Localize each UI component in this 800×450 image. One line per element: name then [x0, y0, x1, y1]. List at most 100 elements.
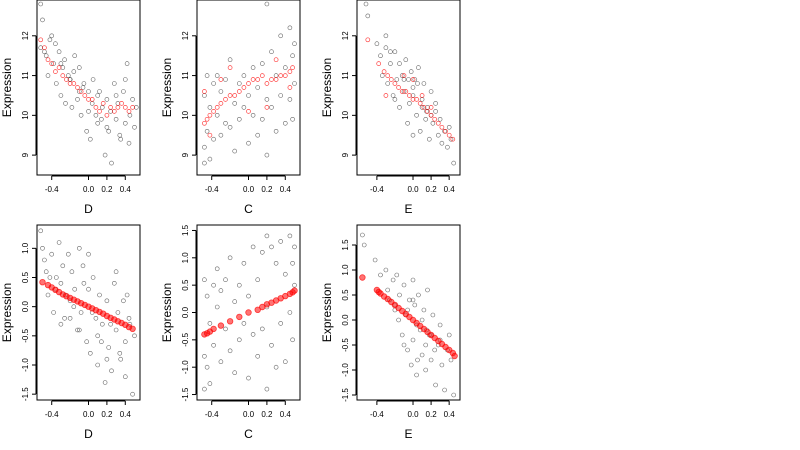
- fitted-point: [64, 77, 69, 82]
- x-tick-label: -0.4: [205, 185, 219, 194]
- observed-point: [410, 277, 416, 283]
- observed-point: [246, 293, 251, 299]
- observed-point: [211, 136, 216, 142]
- fitted-point: [291, 287, 298, 294]
- observed-point: [132, 125, 137, 130]
- observed-point: [419, 317, 425, 323]
- observed-point: [99, 339, 104, 345]
- observed-point: [88, 350, 93, 356]
- y-tick-label: 12: [181, 31, 190, 40]
- observed-point: [72, 53, 77, 59]
- fitted-point: [39, 279, 46, 286]
- fitted-point: [446, 132, 452, 138]
- observed-point: [124, 61, 130, 66]
- fitted-point: [214, 105, 220, 110]
- observed-point: [255, 353, 261, 359]
- observed-point: [405, 347, 410, 353]
- observed-point: [47, 275, 53, 280]
- fitted-point: [443, 128, 448, 134]
- observed-point: [407, 297, 412, 303]
- observed-point: [95, 121, 100, 126]
- fitted-point: [396, 85, 401, 90]
- observed-point: [38, 228, 44, 234]
- observed-point: [77, 246, 82, 251]
- observed-point: [278, 33, 284, 39]
- observed-point: [432, 347, 438, 353]
- fitted-point: [45, 57, 51, 63]
- observed-point: [88, 136, 93, 142]
- observed-point: [118, 356, 123, 362]
- observed-point: [292, 244, 297, 250]
- observed-point: [246, 375, 251, 381]
- observed-point: [237, 282, 242, 288]
- observed-point: [211, 282, 216, 288]
- observed-point: [383, 45, 389, 51]
- observed-point: [419, 352, 425, 358]
- observed-point: [401, 282, 407, 288]
- observed-point: [40, 246, 45, 251]
- fitted-point: [439, 124, 445, 130]
- y-axis-title: Expression: [0, 283, 14, 342]
- observed-point: [69, 269, 75, 275]
- y-tick-label: 0.0: [21, 301, 30, 313]
- observed-point: [390, 277, 396, 283]
- x-tick-label: -0.4: [370, 410, 384, 419]
- observed-point: [69, 105, 75, 110]
- observed-point: [202, 144, 207, 150]
- observed-point: [433, 382, 438, 388]
- y-tick-label: 0.5: [341, 289, 350, 301]
- observed-point: [259, 326, 265, 332]
- x-axis-title: C: [244, 202, 253, 216]
- observed-point: [292, 81, 297, 86]
- x-tick-label: 0.0: [83, 410, 95, 419]
- observed-point: [214, 266, 220, 272]
- fitted-point: [104, 112, 110, 118]
- observed-point: [410, 132, 416, 138]
- observed-point: [278, 93, 284, 98]
- observed-point: [417, 129, 423, 134]
- observed-point: [95, 362, 100, 368]
- fitted-point: [111, 109, 117, 114]
- observed-point: [388, 49, 393, 55]
- y-tick-label: 0.5: [21, 271, 30, 283]
- observed-point: [112, 81, 117, 86]
- observed-point: [67, 315, 73, 321]
- observed-point: [211, 81, 216, 86]
- x-tick-label: 0.2: [261, 410, 273, 419]
- fitted-point: [410, 77, 416, 82]
- chart-panel-2: -0.4 0.0 0.2 0.4 9 10 11 12 C Expression: [160, 0, 301, 216]
- y-tick-label: 1.5: [341, 239, 350, 251]
- observed-point: [255, 277, 261, 283]
- y-tick-label: 12: [21, 31, 30, 40]
- observed-point: [223, 77, 228, 82]
- observed-point: [237, 337, 242, 343]
- observed-point: [392, 97, 398, 102]
- observed-point: [241, 105, 247, 110]
- fitted-point: [255, 77, 261, 82]
- observed-point: [423, 117, 429, 122]
- y-tick-label: 11: [21, 71, 30, 80]
- observed-point: [86, 109, 91, 114]
- y-tick-label: 11: [341, 71, 350, 80]
- observed-point: [445, 144, 450, 150]
- observed-point: [385, 287, 391, 293]
- observed-point: [290, 53, 295, 59]
- x-axis-title: E: [404, 427, 412, 441]
- observed-point: [66, 73, 71, 78]
- y-tick-label: 0.0: [341, 314, 350, 326]
- fitted-point: [450, 136, 456, 142]
- y-tick-label: 0.5: [181, 279, 190, 291]
- observed-point: [66, 251, 71, 257]
- observed-point: [43, 269, 49, 275]
- observed-point: [115, 310, 121, 315]
- fitted-point: [383, 93, 389, 98]
- plot-frame: [356, 224, 461, 401]
- fitted-point: [49, 61, 55, 66]
- fitted-point: [204, 116, 210, 122]
- y-tick-label: 9: [341, 152, 350, 157]
- y-tick-label: 12: [341, 31, 350, 40]
- fitted-point: [407, 93, 412, 98]
- observed-point: [202, 386, 207, 392]
- observed-point: [264, 152, 270, 158]
- observed-point: [287, 97, 293, 102]
